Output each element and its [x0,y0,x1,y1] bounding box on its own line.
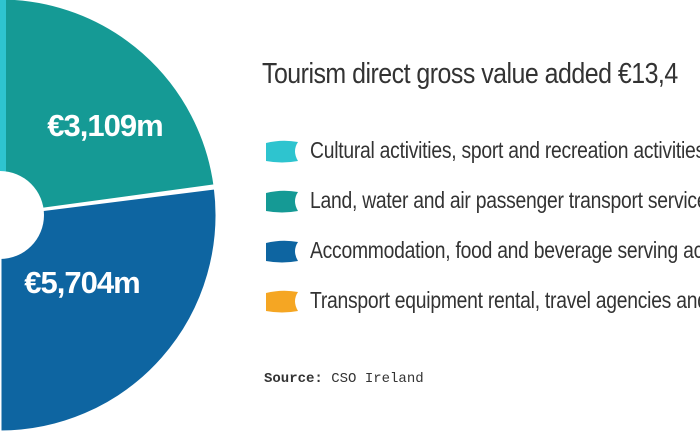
slice-accommodation [0,186,219,434]
slice-cultural [0,0,6,172]
legend-label-land-transport: Land, water and air passenger transport … [310,187,700,213]
source-value: CSO Ireland [331,371,424,387]
slice-label-accommodation: €5,704m [24,265,139,300]
source-note: Source: CSO Ireland [264,371,424,387]
pie-slices [0,0,219,434]
donut-hole [0,171,44,259]
legend-marker-transport-rental-icon [266,290,298,313]
legend-marker-accommodation-icon [266,240,298,263]
legend-label-accommodation: Accommodation, food and beverage serving… [310,237,700,263]
slice-label-land-transport: €3,109m [47,108,162,143]
chart-title: Tourism direct gross value added €13,4 [262,58,678,90]
slice-land-transport [0,0,217,217]
legend-label-transport-rental: Transport equipment rental, travel agenc… [310,287,700,313]
legend-label-cultural: Cultural activities, sport and recreatio… [310,137,700,163]
legend-marker-land-transport-icon [266,190,298,213]
legend-marker-cultural-icon [266,140,298,163]
source-key: Source: [264,371,323,387]
